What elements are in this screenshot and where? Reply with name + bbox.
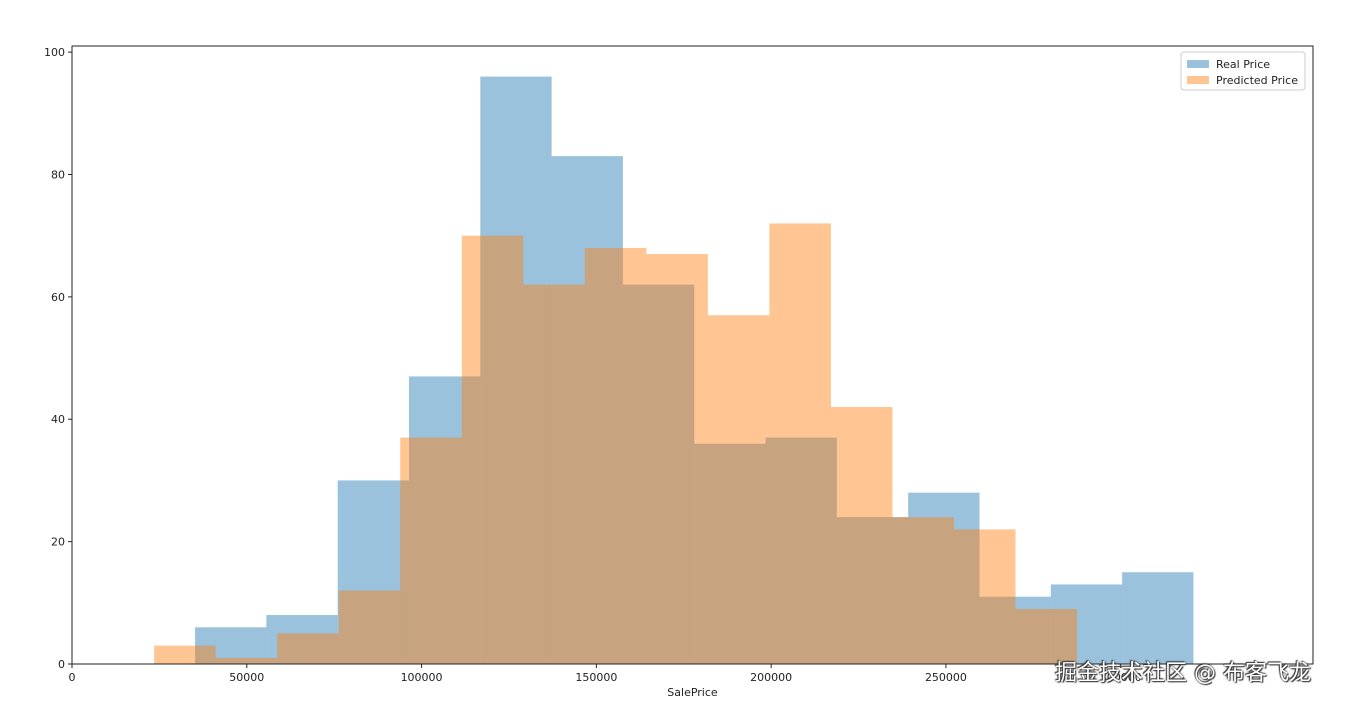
x-tick-label: 0: [69, 671, 76, 684]
legend-swatch-0: [1187, 60, 1209, 68]
histogram-bars: [154, 76, 1194, 665]
legend-box: [1180, 51, 1306, 91]
bar-series-1-bin-14: [1015, 608, 1078, 664]
bar-series-1-bin-9: [707, 315, 770, 664]
x-tick-label: 100000: [401, 671, 443, 684]
bar-series-1-bin-1: [215, 657, 278, 664]
x-tick-label: 150000: [575, 671, 617, 684]
y-tick-label: 0: [58, 658, 65, 671]
x-tick-label: 250000: [925, 671, 967, 684]
legend-label-0: Real Price: [1216, 58, 1270, 71]
bar-series-0-bin-0: [195, 627, 267, 664]
bar-series-1-bin-3: [338, 590, 401, 664]
bar-series-0-bin-10: [908, 492, 980, 664]
bar-series-0-bin-4: [480, 76, 552, 665]
legend-swatch-1: [1187, 76, 1209, 84]
legend-label-1: Predicted Price: [1216, 74, 1298, 87]
bar-series-0-bin-12: [1050, 584, 1123, 664]
bar-series-0-bin-7: [694, 443, 766, 664]
bar-series-1-bin-11: [830, 407, 893, 664]
bar-series-0-bin-1: [266, 615, 338, 664]
bar-series-1-bin-10: [769, 223, 831, 664]
bar-series-0-bin-13: [1122, 572, 1194, 664]
bar-series-0-bin-2: [337, 480, 409, 664]
y-tick-label: 20: [51, 536, 65, 549]
bar-series-1-bin-8: [646, 254, 708, 664]
y-tick-label: 100: [44, 46, 65, 59]
x-tick-label: 300000: [1100, 671, 1142, 684]
y-tick-label: 60: [51, 291, 65, 304]
x-axis-ticks: 0 50000 100000 150000 200000 250000 300000: [69, 664, 1142, 684]
bar-series-1-bin-0: [154, 645, 216, 664]
y-tick-label: 40: [51, 413, 65, 426]
bar-series-1-bin-12: [892, 517, 954, 664]
bar-series-1-bin-2: [277, 633, 339, 664]
legend: Real Price Predicted Price: [1180, 51, 1306, 91]
y-tick-label: 80: [51, 168, 65, 181]
x-axis-label: SalePrice: [667, 686, 718, 699]
bar-series-0-bin-11: [979, 596, 1051, 664]
bar-series-1-bin-4: [400, 437, 462, 664]
bar-series-0-bin-3: [408, 376, 481, 664]
bar-series-1-bin-13: [953, 529, 1016, 664]
bar-series-0-bin-5: [551, 156, 623, 664]
bar-series-1-bin-5: [461, 235, 524, 664]
bar-series-0-bin-6: [622, 284, 695, 664]
x-tick-label: 50000: [229, 671, 264, 684]
plot-frame: [71, 45, 1314, 665]
bar-series-1-bin-6: [523, 284, 585, 664]
y-axis-ticks: 0 20 40 60 80 100: [44, 46, 72, 671]
bar-series-0-bin-9: [836, 517, 909, 664]
bar-series-0-bin-8: [765, 437, 837, 664]
x-tick-label: 200000: [750, 671, 792, 684]
bar-series-1-bin-7: [584, 247, 647, 665]
watermark-text: 掘金技术社区 @ 布客飞龙: [1055, 661, 1311, 686]
